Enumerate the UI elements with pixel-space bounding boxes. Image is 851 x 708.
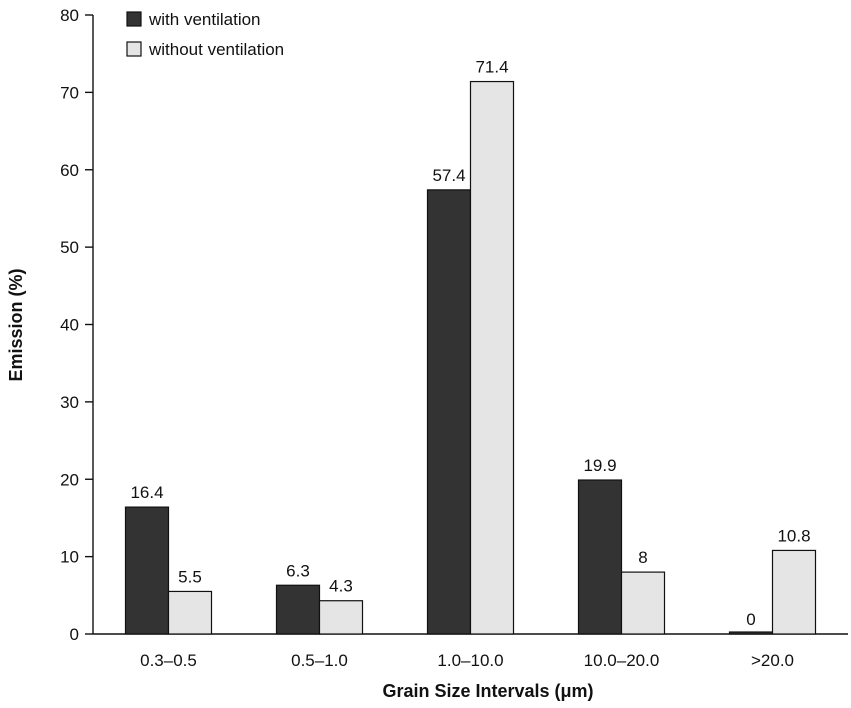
bars	[124, 80, 817, 635]
y-tick-label: 10	[60, 548, 79, 567]
data-label: 71.4	[475, 58, 508, 77]
legend-swatch	[126, 41, 142, 57]
y-tick-label: 60	[60, 161, 79, 180]
y-tick-label: 80	[60, 6, 79, 25]
y-tick-label: 20	[60, 470, 79, 489]
y-tick-label: 50	[60, 238, 79, 257]
data-label: 4.3	[329, 577, 353, 596]
bar-without-ventilation	[771, 549, 817, 635]
x-axis: 0.3–0.5 0.5–1.0 1.0–10.0 10.0–20.0 >20.0	[93, 633, 848, 670]
data-label: 16.4	[130, 483, 163, 502]
bar-with-ventilation	[275, 584, 321, 635]
bar-with-ventilation	[124, 506, 170, 635]
data-labels: 16.4 5.5 6.3 4.3 57.4 71.4 19.9 8 0 10.8	[130, 58, 810, 629]
x-tick-label: 10.0–20.0	[584, 651, 660, 670]
y-tick-label: 40	[60, 316, 79, 335]
bar-without-ventilation	[620, 571, 666, 635]
bar-without-ventilation	[318, 600, 364, 635]
bar-with-ventilation	[426, 189, 472, 635]
bar-with-ventilation	[728, 631, 774, 635]
data-label: 8	[638, 548, 647, 567]
x-tick-label: >20.0	[751, 651, 794, 670]
x-tick-label: 0.3–0.5	[140, 651, 197, 670]
x-tick-label: 0.5–1.0	[291, 651, 348, 670]
bar-with-ventilation	[577, 479, 623, 635]
legend-label: with ventilation	[148, 10, 261, 29]
y-axis-title: Emission (%)	[6, 268, 26, 381]
data-label: 57.4	[432, 166, 465, 185]
legend-label: without ventilation	[148, 40, 284, 59]
bar-without-ventilation	[167, 590, 213, 635]
y-tick-label: 30	[60, 393, 79, 412]
bar-without-ventilation	[469, 80, 515, 635]
legend-swatch	[126, 11, 142, 27]
data-label: 0	[746, 610, 755, 629]
data-label: 6.3	[286, 561, 310, 580]
x-axis-title: Grain Size Intervals (μm)	[382, 681, 593, 701]
data-label: 10.8	[777, 526, 810, 545]
legend: with ventilation without ventilation	[126, 10, 284, 59]
y-axis: 0 10 20 30 40 50 60 70 80	[60, 6, 94, 644]
data-label: 5.5	[178, 567, 202, 586]
data-label: 19.9	[583, 456, 616, 475]
x-tick-label: 1.0–10.0	[437, 651, 503, 670]
y-tick-label: 0	[70, 625, 79, 644]
y-tick-label: 70	[60, 83, 79, 102]
